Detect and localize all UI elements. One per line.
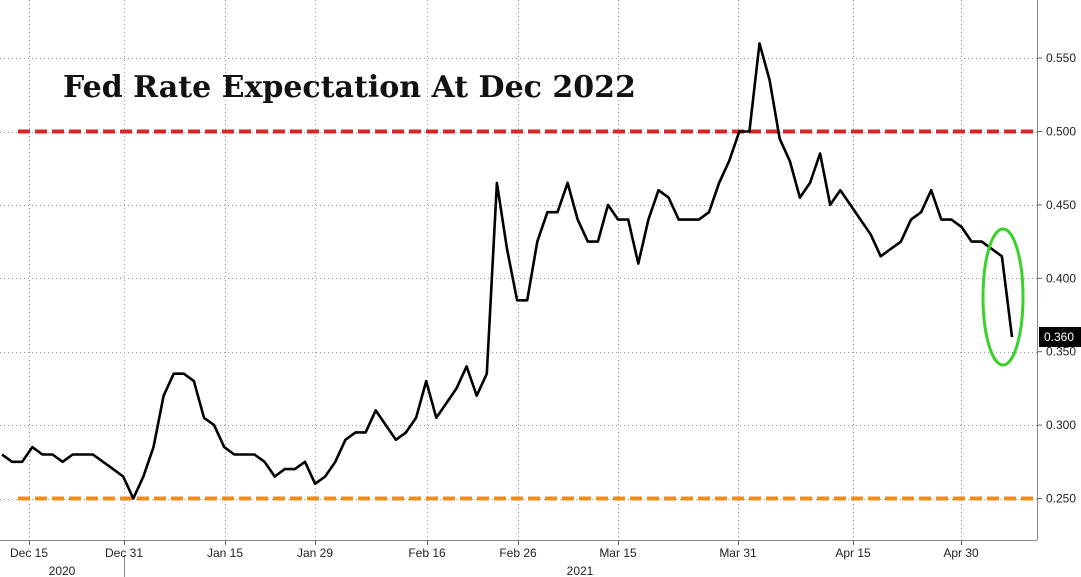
y-tick-label: 0.300 — [1046, 418, 1076, 432]
y-tick-label: 0.350 — [1046, 345, 1076, 359]
last-value-badge: 0.360 — [1039, 327, 1081, 347]
y-tick-label: 0.400 — [1046, 271, 1076, 285]
year-label-2021: 2021 — [567, 564, 594, 577]
last-value-label: 0.360 — [1044, 330, 1074, 344]
grid — [0, 0, 1037, 540]
series-line — [1, 42, 1014, 500]
x-tick-label: Jan 15 — [207, 546, 243, 560]
x-tick-labels: Dec 15 Dec 31 Jan 15 Jan 29 Feb 16 Feb 26 Mar … — [10, 540, 979, 560]
x-tick-label: Apr 15 — [835, 546, 871, 560]
x-tick-label: Jan 29 — [297, 546, 333, 560]
year-label-2020: 2020 — [49, 564, 76, 577]
reference-lines — [18, 129, 1037, 501]
y-tick-label: 0.450 — [1046, 198, 1076, 212]
x-tick-label: Dec 15 — [10, 546, 48, 560]
series-layer — [1, 42, 1014, 500]
y-tick-labels: 0.250 0.300 0.350 0.400 0.450 0.500 0.550 — [1037, 51, 1076, 506]
x-tick-label: Feb 26 — [499, 546, 537, 560]
x-tick-label: Apr 30 — [943, 546, 979, 560]
highlight-ellipse — [981, 227, 1025, 367]
y-tick-label: 0.250 — [1046, 492, 1076, 506]
y-tick-label: 0.550 — [1046, 51, 1076, 65]
chart-title: Fed Rate Expectation At Dec 2022 — [63, 70, 636, 105]
x-tick-label: Mar 15 — [599, 546, 637, 560]
x-tick-label: Dec 31 — [105, 546, 143, 560]
last-value-badge-bg — [1039, 327, 1081, 347]
y-tick-label: 0.500 — [1046, 125, 1076, 139]
x-tick-label: Mar 31 — [719, 546, 757, 560]
x-tick-label: Feb 16 — [408, 546, 446, 560]
